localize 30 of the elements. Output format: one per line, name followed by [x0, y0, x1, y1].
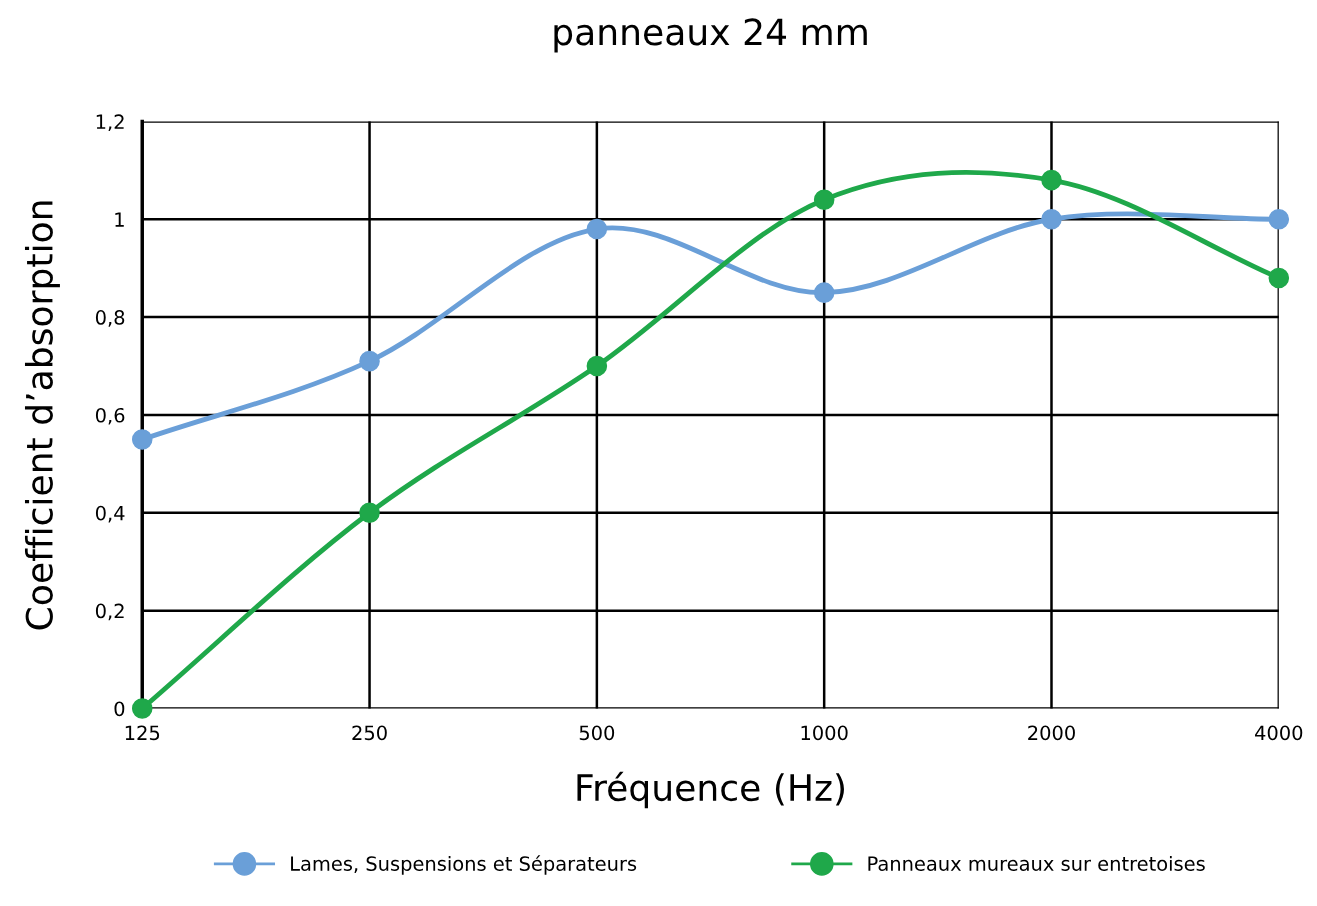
legend-label: Panneaux mureaux sur entretoises — [868, 855, 1205, 871]
point — [1268, 267, 1290, 289]
point — [359, 502, 380, 524]
point — [586, 218, 608, 240]
x-tick-label: 1000 — [801, 725, 848, 741]
point — [1268, 208, 1290, 230]
x-tick-label: 2000 — [1028, 725, 1075, 741]
legend-label: Lames, Suspensions et Séparateurs — [291, 855, 637, 875]
x-axis-title: Fréquence (Hz) — [577, 771, 844, 809]
point — [131, 429, 153, 450]
point — [813, 189, 835, 210]
point — [359, 350, 380, 372]
point — [1041, 169, 1062, 191]
point — [131, 698, 153, 719]
x-tick-label: 250 — [352, 725, 387, 741]
y-tick-label: 0,8 — [95, 310, 125, 327]
y-axis-title: Coefficient d’absorption — [24, 201, 60, 630]
y-tick-label: 0,6 — [95, 407, 125, 425]
chart-title: panneaux 24 mm — [554, 18, 867, 53]
y-tick-label: 1 — [115, 212, 124, 227]
x-tick-label: 4000 — [1255, 725, 1303, 741]
y-tick-label: 0,4 — [95, 505, 125, 523]
point — [586, 355, 608, 377]
x-tick-label: 500 — [579, 725, 615, 741]
y-tick-label: 0 — [114, 701, 125, 717]
y-tick-label: 0,2 — [95, 603, 124, 621]
point — [813, 282, 835, 303]
point — [1041, 208, 1062, 230]
y-tick-label: 1,2 — [96, 114, 124, 132]
x-tick-label: 125 — [125, 725, 160, 741]
